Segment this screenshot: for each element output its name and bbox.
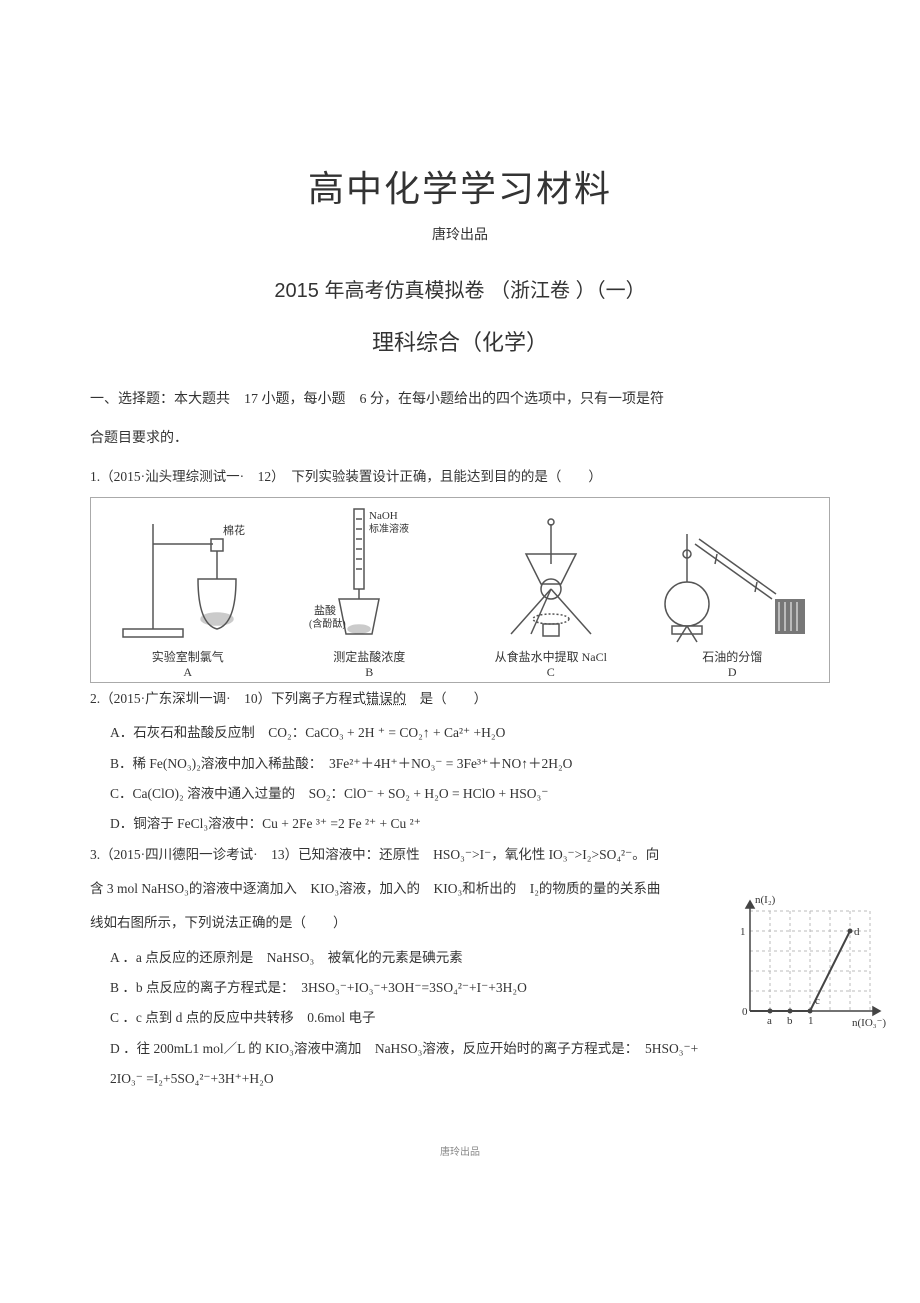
svg-text:0: 0: [742, 1006, 748, 1018]
svg-text:NaOH: NaOH: [369, 510, 398, 522]
apparatus-a-icon: 棉花: [113, 504, 263, 644]
q2-stem: 2.（2015·广东深圳一调· 10）下列离子方程式错误的 是（ ）: [90, 685, 830, 713]
q1-stem: 1.（2015·汕头理综测试一· 12） 下列实验装置设计正确，且能达到目的的是…: [90, 463, 830, 491]
svg-text:1: 1: [808, 1015, 814, 1027]
q3-stem-line3: 线如右图所示，下列说法正确的是（ ）: [90, 909, 830, 937]
svg-text:棉花: 棉花: [223, 523, 245, 537]
diagram-d-caption: 石油的分馏 D: [642, 648, 824, 680]
svg-text:盐酸: 盐酸: [314, 603, 336, 617]
diagram-b-caption: 测定盐酸浓度 B: [279, 648, 461, 680]
section-heading-line2: 合题目要求的．: [90, 424, 830, 455]
diagram-a-caption: 实验室制氯气 A: [97, 648, 279, 680]
q1-diagram-row: 棉花 实验室制氯气 A NaOH 标准溶液 盐酸 (含酚酞): [90, 497, 830, 683]
svg-text:n(I₂): n(I₂): [755, 894, 776, 906]
exam-title: 2015 年高考仿真模拟卷 （浙江卷 ）（一）: [90, 274, 830, 303]
apparatus-d-icon: [647, 504, 817, 644]
svg-text:c: c: [815, 995, 820, 1007]
diagram-a: 棉花 实验室制氯气 A: [97, 504, 279, 680]
author-line: 唐玲出品: [90, 224, 830, 244]
q3-block: 3.（2015·四川德阳一诊考试· 13）已知溶液中：还原性 HSO₃⁻>I⁻，…: [90, 841, 830, 1033]
q2-option-c: C．Ca(ClO)₂ 溶液中通入过量的 SO₂：ClO⁻ + SO₂ + H₂O…: [110, 780, 830, 808]
q2-stem-head: 2.（2015·广东深圳一调· 10）下列离子方程式: [90, 691, 366, 706]
footer-author: 唐玲出品: [90, 1143, 830, 1158]
q3-stem-line1: 3.（2015·四川德阳一诊考试· 13）已知溶液中：还原性 HSO₃⁻>I⁻，…: [90, 841, 830, 869]
diagram-b: NaOH 标准溶液 盐酸 (含酚酞) 测定盐酸浓度 B: [279, 504, 461, 680]
q3-stem-line2: 含 3 mol NaHSO₃的溶液中逐滴加入 KIO₃溶液，加入的 KIO₃和析…: [90, 875, 830, 903]
main-title: 高中化学学习材料: [90, 160, 830, 212]
q3-option-d-line2: 2IO₃⁻ =I₂+5SO₄²⁻+3H⁺+H₂O: [110, 1065, 830, 1093]
svg-text:1: 1: [740, 926, 746, 938]
svg-text:d: d: [854, 926, 860, 938]
line-chart-icon: n(I₂) n(IO₃⁻) 1 1 a b c d 0: [720, 891, 890, 1041]
svg-text:a: a: [767, 1015, 772, 1027]
svg-text:标准溶液: 标准溶液: [369, 522, 409, 535]
subject-title: 理科综合（化学）: [90, 325, 830, 357]
section-heading-line1: 一、选择题：本大题共 17 小题，每小题 6 分，在每小题给出的四个选项中，只有…: [90, 385, 830, 416]
svg-text:(含酚酞): (含酚酞): [309, 617, 346, 630]
diagram-d: 石油的分馏 D: [642, 504, 824, 680]
q2-option-b: B．稀 Fe(NO₃)₂溶液中加入稀盐酸： 3Fe²⁺＋4H⁺＋NO₃⁻ = 3…: [110, 750, 830, 778]
svg-text:n(IO₃⁻): n(IO₃⁻): [852, 1017, 886, 1029]
diagram-c: 从食盐水中提取 NaCl C: [460, 504, 642, 680]
q2-option-a: A．石灰石和盐酸反应制 CO₂：CaCO₃ + 2H ⁺ = CO₂↑ + Ca…: [110, 719, 830, 747]
apparatus-b-icon: NaOH 标准溶液 盐酸 (含酚酞): [304, 504, 434, 644]
diagram-c-caption: 从食盐水中提取 NaCl C: [460, 648, 642, 680]
q2-stem-dotted: 错误的: [366, 691, 407, 706]
svg-text:b: b: [787, 1015, 793, 1027]
apparatus-c-icon: [481, 504, 621, 644]
q2-stem-tail: 是（ ）: [406, 691, 487, 706]
q3-graph: n(I₂) n(IO₃⁻) 1 1 a b c d 0: [720, 891, 890, 1046]
q2-option-d: D．铜溶于 FeCl₃溶液中：Cu + 2Fe ³⁺ =2 Fe ²⁺ + Cu…: [110, 810, 830, 838]
